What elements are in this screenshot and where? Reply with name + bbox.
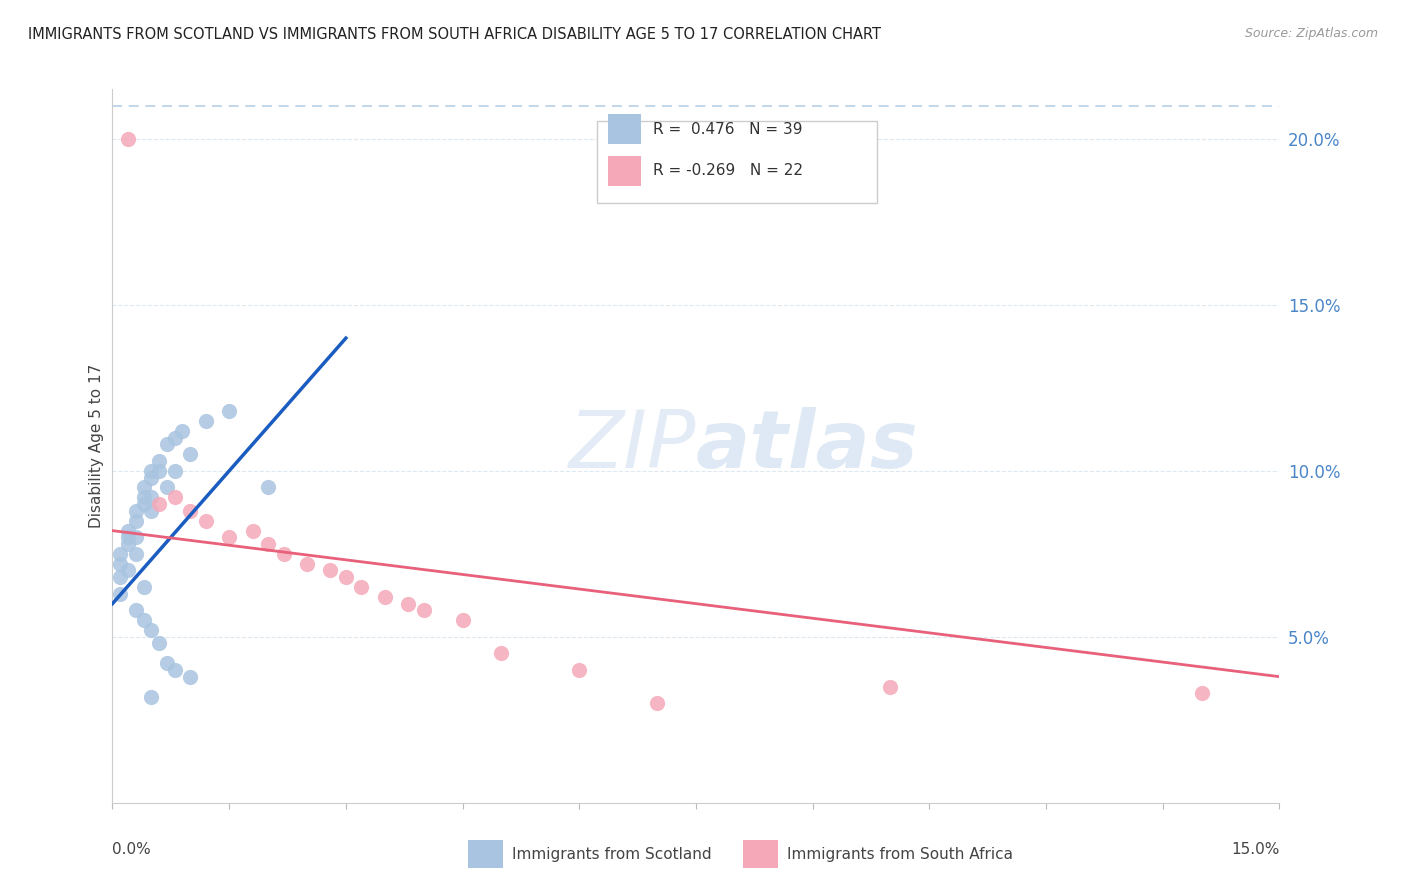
Point [194,514,217,528]
Text: Immigrants from Scotland: Immigrants from Scotland [512,847,711,862]
Point [156,657,179,671]
Point [273,547,295,561]
Point [172,424,194,438]
Point [412,603,434,617]
Point [117,530,139,544]
Point [451,613,474,627]
Point [163,491,186,505]
Point [374,590,396,604]
FancyBboxPatch shape [596,121,877,203]
Point [319,564,342,578]
Point [242,524,264,538]
Point [141,464,163,478]
Text: ZIP: ZIP [568,407,696,485]
Text: Source: ZipAtlas.com: Source: ZipAtlas.com [1244,27,1378,40]
Point [163,464,186,478]
Text: 0.0%: 0.0% [112,842,152,857]
FancyBboxPatch shape [468,840,503,869]
Point [141,470,163,484]
Point [257,537,280,551]
Point [132,497,155,511]
Point [218,404,240,418]
Point [163,431,186,445]
Point [148,497,170,511]
Point [396,597,419,611]
Point [110,570,132,584]
Point [335,570,357,584]
Point [1191,686,1213,700]
Point [117,132,139,146]
Point [350,580,373,594]
Text: 15.0%: 15.0% [1232,842,1279,857]
Text: atlas: atlas [696,407,918,485]
Point [141,491,163,505]
Point [117,524,139,538]
Point [125,603,148,617]
Point [148,464,170,478]
Text: Immigrants from South Africa: Immigrants from South Africa [787,847,1012,862]
Point [141,624,163,638]
Point [148,636,170,650]
Point [110,587,132,601]
Point [132,481,155,495]
Point [132,580,155,594]
Point [295,557,318,571]
Text: R =  0.476   N = 39: R = 0.476 N = 39 [652,121,803,136]
Point [117,564,139,578]
Point [194,414,217,428]
FancyBboxPatch shape [609,114,641,145]
Point [568,663,591,677]
Point [156,437,179,451]
Text: IMMIGRANTS FROM SCOTLAND VS IMMIGRANTS FROM SOUTH AFRICA DISABILITY AGE 5 TO 17 : IMMIGRANTS FROM SCOTLAND VS IMMIGRANTS F… [28,27,882,42]
Point [125,514,148,528]
Y-axis label: Disability Age 5 to 17: Disability Age 5 to 17 [89,364,104,528]
Point [125,547,148,561]
Point [879,680,901,694]
Point [218,530,240,544]
FancyBboxPatch shape [742,840,778,869]
Point [257,481,280,495]
Point [645,696,668,710]
Point [141,504,163,518]
Point [125,504,148,518]
Point [179,504,201,518]
Point [125,530,148,544]
Point [132,491,155,505]
Point [132,613,155,627]
Point [163,663,186,677]
Point [179,670,201,684]
Point [148,454,170,468]
FancyBboxPatch shape [609,155,641,186]
Point [156,481,179,495]
Point [110,557,132,571]
Point [141,690,163,704]
Point [117,537,139,551]
Point [179,447,201,461]
Text: R = -0.269   N = 22: R = -0.269 N = 22 [652,163,803,178]
Point [491,647,513,661]
Point [110,547,132,561]
